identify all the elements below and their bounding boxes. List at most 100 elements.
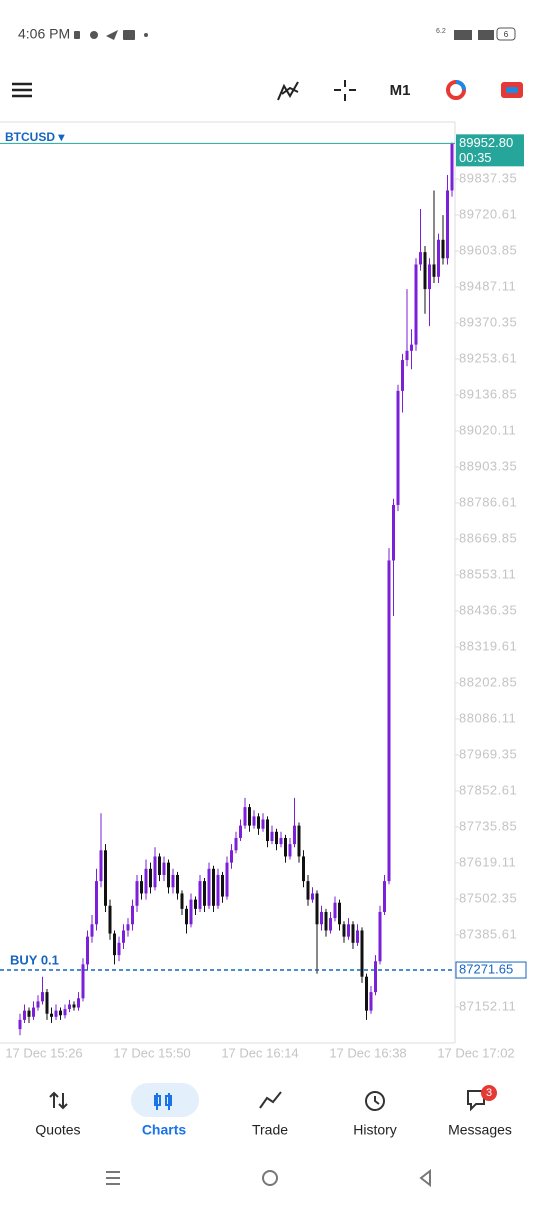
candle-body (414, 264, 418, 345)
candle-body (230, 850, 233, 863)
nav-tab[interactable]: Charts (142, 1122, 187, 1138)
battery-level: 6 (504, 30, 509, 39)
y-tick-label: 88669.85 (459, 530, 517, 545)
candle-body (387, 560, 391, 882)
x-tick-label: 17 Dec 16:38 (329, 1045, 406, 1060)
candle-body (315, 893, 319, 925)
candle-body (266, 819, 269, 842)
crosshair-button[interactable] (334, 80, 356, 101)
candle-body (216, 874, 220, 906)
nav-tab[interactable]: History (353, 1122, 397, 1138)
candle-body (117, 942, 121, 956)
indicators-button[interactable] (277, 81, 299, 101)
candle-body (419, 252, 422, 265)
candle-body (270, 831, 274, 842)
candle-body (90, 924, 94, 937)
candle-body (401, 360, 404, 391)
candle-body (225, 862, 229, 897)
y-tick-label: 89487.11 (459, 278, 516, 293)
candle-body (45, 992, 49, 1014)
candle-body (437, 239, 440, 277)
y-tick-label: 88086.11 (459, 710, 516, 725)
candle-body (333, 902, 337, 919)
status-icons (74, 30, 148, 40)
candle-body (311, 893, 314, 900)
candle-body (23, 1010, 26, 1020)
candle-body (356, 930, 359, 943)
candle-body (27, 1010, 31, 1017)
y-tick-label: 87385.61 (459, 926, 517, 941)
y-tick-label: 87619.11 (459, 854, 516, 869)
order-label: BUY 0.1 (10, 952, 59, 967)
candle-body (365, 976, 368, 1011)
nav-tab[interactable]: Quotes (35, 1122, 80, 1138)
candle-body (369, 992, 373, 1011)
candle-body (185, 908, 188, 925)
candle-body (198, 881, 202, 909)
candle-body (450, 143, 454, 191)
y-tick-label: 87969.35 (459, 746, 517, 761)
y-tick-label: 89136.85 (459, 386, 517, 401)
candle-body (320, 911, 323, 925)
order-price-label: 87271.65 (459, 961, 513, 976)
x-tick-label: 17 Dec 15:26 (5, 1045, 82, 1060)
candle-body (72, 1004, 76, 1008)
candle-body (122, 930, 125, 943)
net-speed: 6.2 (436, 28, 446, 35)
y-tick-label: 88786.61 (459, 494, 517, 509)
candle-body (158, 856, 161, 875)
badge (481, 1085, 497, 1101)
y-tick-label: 87852.61 (459, 782, 517, 797)
y-tick-label: 87735.85 (459, 818, 517, 833)
x-tick-label: 17 Dec 16:14 (221, 1045, 298, 1060)
candle-body (248, 807, 251, 826)
candle-body (68, 1004, 71, 1010)
candle-body (257, 816, 260, 829)
nav-tab[interactable]: Trade (252, 1122, 288, 1138)
candle-body (275, 831, 278, 845)
candle-body (288, 844, 292, 857)
trade-button-inner (506, 87, 518, 93)
candle-body (18, 1019, 22, 1030)
candle-body (149, 868, 152, 888)
current-price-label: 89952.80 (459, 135, 513, 150)
candle-body (374, 961, 377, 993)
candle-body (207, 868, 211, 906)
candle-body (423, 252, 427, 290)
nav-tab[interactable]: Messages (448, 1122, 512, 1138)
candle-body (50, 1013, 53, 1017)
candle-body (347, 924, 350, 937)
candle-body (293, 825, 296, 845)
plot: 89837.35 89720.61 89603.85 89487.11 89370.35… (0, 134, 527, 1060)
candle-body (239, 825, 242, 838)
y-tick-label: 89837.35 (459, 170, 517, 185)
candle-body (36, 1001, 40, 1008)
y-tick-label: 88903.35 (459, 458, 517, 473)
candle-body (104, 850, 107, 906)
candle-body (153, 856, 157, 888)
timeframe-button[interactable]: M1 (390, 82, 411, 99)
candle-body (144, 868, 148, 894)
candle-body (99, 850, 103, 882)
battery (496, 27, 516, 41)
symbol[interactable]: BTCUSD ▾ (5, 130, 65, 144)
candle-body (131, 905, 134, 925)
candle-body (410, 344, 413, 351)
candle-body (126, 924, 130, 931)
candle-body (243, 807, 247, 826)
candle-body (441, 239, 445, 259)
candle-body (135, 881, 139, 906)
system-nav[interactable] (106, 1168, 431, 1188)
badge-count: 3 (486, 1087, 492, 1099)
menu-button[interactable] (12, 82, 32, 98)
candle-body (405, 350, 409, 361)
current-price-box (456, 134, 524, 167)
candle-body (396, 390, 400, 505)
candle-body (392, 504, 395, 561)
candle-body (32, 1007, 35, 1017)
candle-body (252, 816, 256, 826)
candle-body (324, 911, 328, 931)
y-tick-label: 89370.35 (459, 314, 517, 329)
